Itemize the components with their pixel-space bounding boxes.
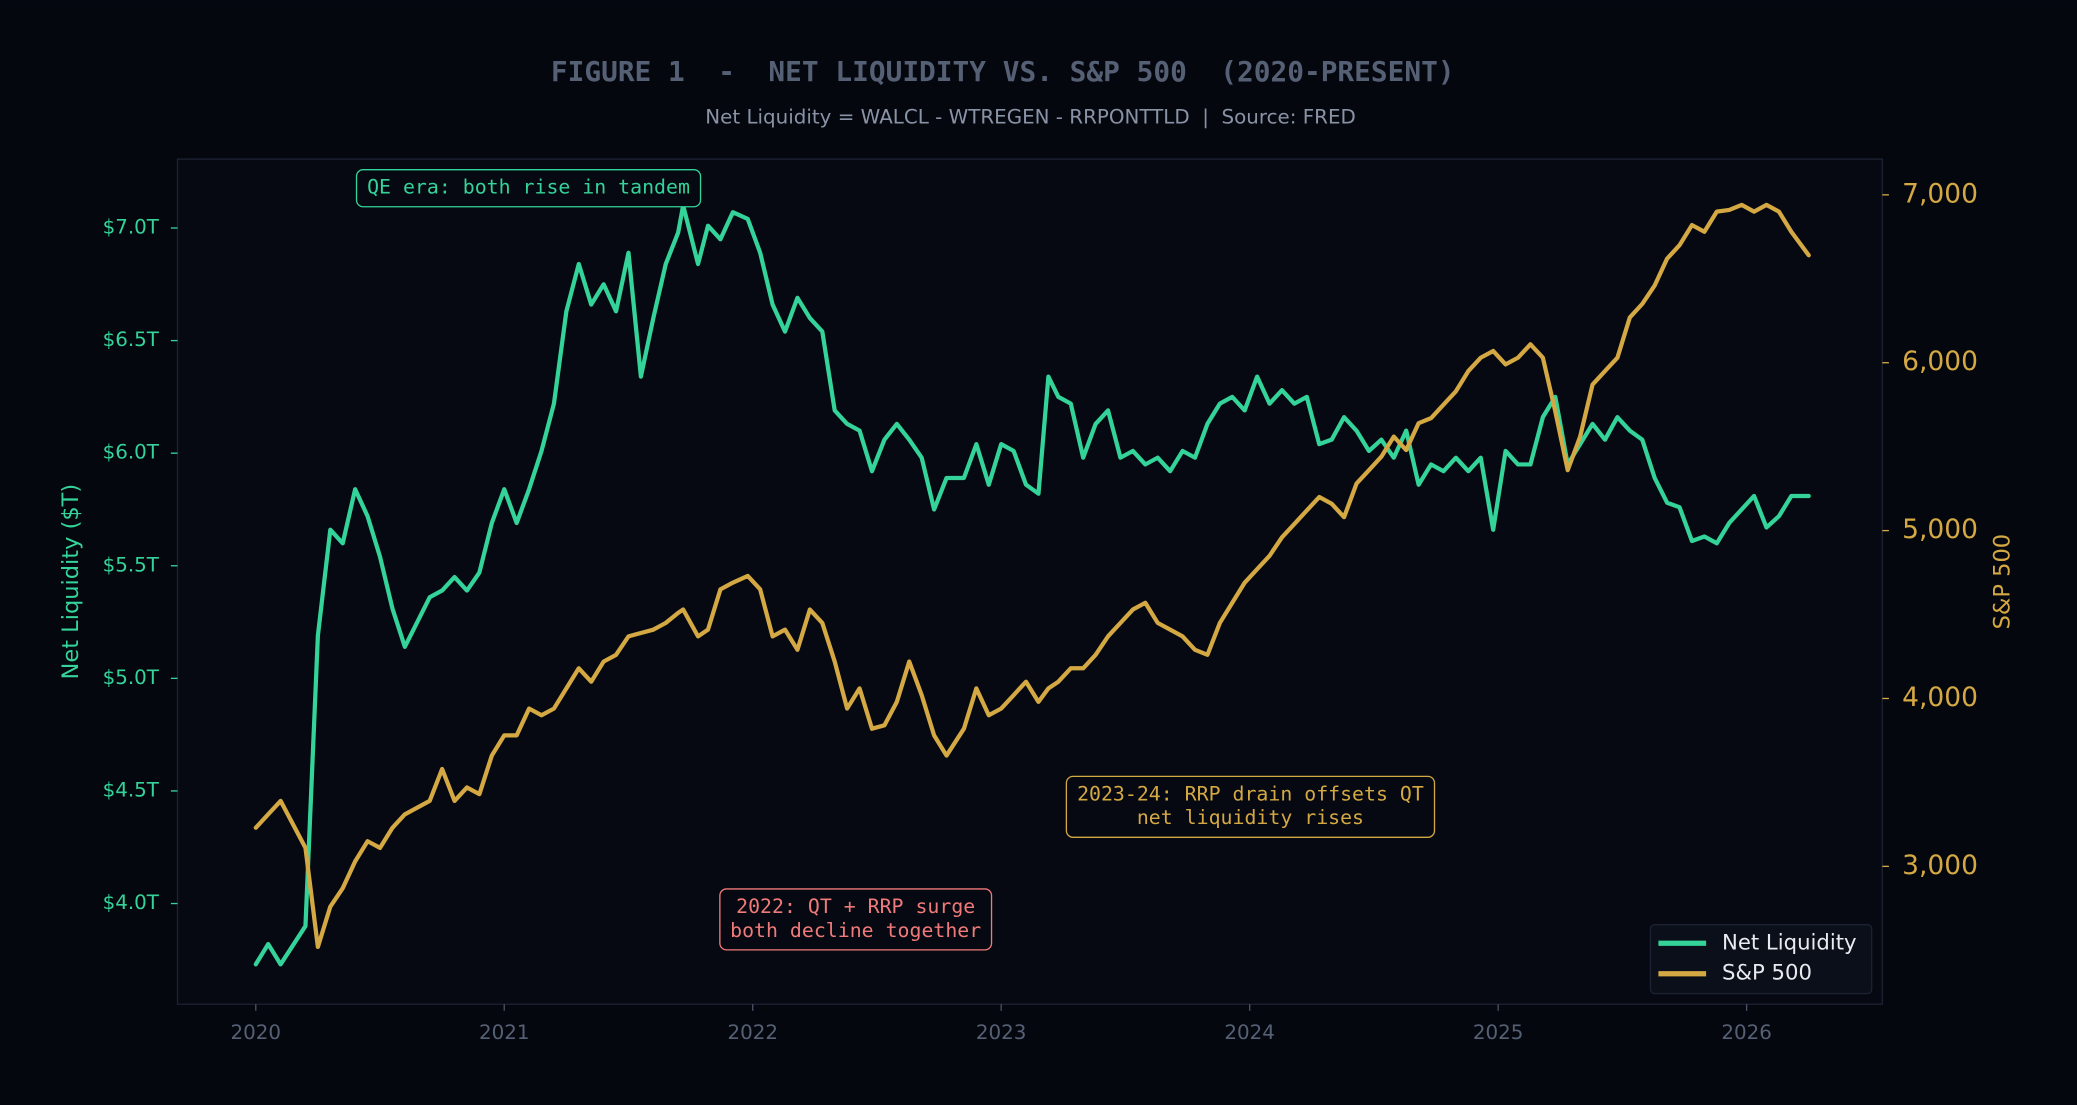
legend-label: Net Liquidity xyxy=(1722,929,1857,954)
y-tick-label: $4.5T xyxy=(103,778,160,801)
annotation-text: both decline together xyxy=(730,919,981,942)
annotation-text: 2022: QT + RRP surge xyxy=(736,895,975,918)
y-axis-label: Net Liquidity ($T) xyxy=(58,484,84,680)
plot-area xyxy=(176,158,1883,1005)
annotation-box xyxy=(719,888,993,951)
annotation-text: QE era: both rise in tandem xyxy=(367,176,690,199)
y-tick-label: $5.0T xyxy=(103,666,160,689)
chart-subtitle: Net Liquidity = WALCL - WTREGEN - RRPONT… xyxy=(705,106,1356,129)
line-series xyxy=(253,202,1811,950)
annotation-text: net liquidity rises xyxy=(1137,806,1364,829)
y-tick-label: $6.5T xyxy=(103,328,160,351)
y2-tick-label: 6,000 xyxy=(1902,346,1978,377)
x-tick-label: 2024 xyxy=(1224,1021,1275,1044)
x-tick-label: 2020 xyxy=(230,1021,281,1044)
y-tick-label: $5.5T xyxy=(103,553,160,576)
annotation-text: 2023-24: RRP drain offsets QT xyxy=(1077,782,1424,805)
annotation-box xyxy=(1065,775,1436,838)
annotation-box xyxy=(355,169,702,208)
x-tick-label: 2023 xyxy=(976,1021,1027,1044)
legend: Net Liquidity S&P 500 xyxy=(1649,924,1873,995)
x-tick-label: 2025 xyxy=(1473,1021,1524,1044)
legend-label: S&P 500 xyxy=(1722,960,1812,985)
chart-title: FIGURE 1 - NET LIQUIDITY VS. S&P 500 (20… xyxy=(551,55,1455,88)
y-tick-label: $7.0T xyxy=(103,215,160,238)
annotation: QE era: both rise in tandem xyxy=(355,169,702,208)
x-tick-label: 2026 xyxy=(1721,1021,1772,1044)
line-series xyxy=(253,203,1811,967)
y2-axis-label: S&P 500 xyxy=(1989,534,2015,630)
y2-tick-label: 4,000 xyxy=(1902,682,1978,713)
y2-tick-label: 3,000 xyxy=(1902,850,1978,881)
x-tick-label: 2022 xyxy=(727,1021,778,1044)
y-tick-label: $4.0T xyxy=(103,891,160,914)
y-tick-label: $6.0T xyxy=(103,441,160,464)
y2-tick-label: 5,000 xyxy=(1902,514,1978,545)
y2-tick-label: 7,000 xyxy=(1902,178,1978,209)
x-tick-label: 2021 xyxy=(479,1021,530,1044)
